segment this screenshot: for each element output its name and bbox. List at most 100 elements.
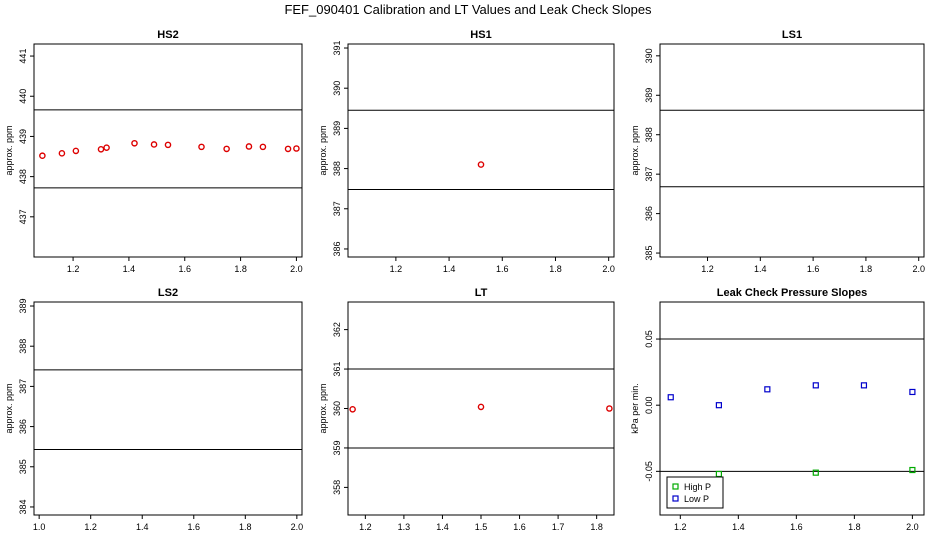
y-tick-label: 389 <box>18 299 28 314</box>
chart-title: Leak Check Pressure Slopes <box>717 287 867 299</box>
x-tick-label: 1.2 <box>84 522 97 532</box>
legend-box <box>666 476 724 509</box>
x-tick-label: 2.0 <box>906 522 919 532</box>
plot-frame <box>659 301 925 516</box>
y-tick-label: 387 <box>644 167 654 182</box>
x-tick-label: 1.6 <box>513 522 526 532</box>
x-tick-label: 1.7 <box>552 522 565 532</box>
x-tick-label: 1.2 <box>674 522 687 532</box>
chart-panel-2: HS1 approx. ppm 1.2 1.4 1.6 1.8 2.0 386 387 388 38… <box>318 29 615 274</box>
chart-title: LS1 <box>782 29 802 41</box>
legend-marker <box>672 495 679 502</box>
chart-panel-1: HS2 approx. ppm 1.2 1.4 1.6 1.8 2.0 437 438 439 44… <box>4 29 303 274</box>
y-tick-label: 389 <box>644 88 654 103</box>
y-axis-label: approx. ppm <box>318 125 328 175</box>
legend: High P Low P <box>666 476 724 509</box>
plot-frame <box>347 43 615 258</box>
x-tick-label: 2.0 <box>602 264 615 274</box>
x-tick-label: 1.8 <box>848 522 861 532</box>
data-point <box>198 143 205 151</box>
data-point <box>477 161 485 168</box>
y-tick-label: 388 <box>18 339 28 354</box>
y-axis-label: approx. ppm <box>4 383 14 433</box>
x-tick-label: 1.6 <box>178 264 191 274</box>
x-tick-label: 1.4 <box>754 264 767 274</box>
x-tick-label: 1.2 <box>67 264 80 274</box>
y-tick-label: 385 <box>644 246 654 261</box>
data-point <box>39 152 46 160</box>
y-tick-label: 438 <box>18 169 28 184</box>
y-tick-label: 439 <box>18 129 28 144</box>
page-title: FEF_090401 Calibration and LT Values and… <box>284 2 652 17</box>
y-tick-label: 387 <box>18 379 28 394</box>
data-point <box>667 394 674 401</box>
y-axis-label: approx. ppm <box>318 383 328 433</box>
y-tick-label: 358 <box>332 480 342 495</box>
data-point <box>103 144 110 151</box>
y-tick-label: 390 <box>332 81 342 96</box>
y-tick-label: 440 <box>18 89 28 104</box>
y-tick-label: 441 <box>18 49 28 64</box>
x-tick-label: 1.2 <box>701 264 714 274</box>
chart-panel-4: LS2 approx. ppm 1.0 1.2 1.4 1.6 1.8 2.0 384 385 38… <box>4 287 303 532</box>
data-point <box>812 382 819 389</box>
data-point <box>150 141 158 148</box>
x-tick-label: 1.4 <box>436 522 449 532</box>
y-tick-label: 0.00 <box>644 396 654 414</box>
data-point <box>164 141 172 149</box>
y-tick-label: 361 <box>332 362 342 377</box>
data-point <box>909 388 916 396</box>
data-point <box>860 382 868 389</box>
data-point <box>764 386 771 393</box>
y-tick-label: 359 <box>332 440 342 455</box>
x-tick-label: 1.0 <box>33 522 46 532</box>
data-point <box>284 145 292 153</box>
y-tick-label: 0.05 <box>644 330 654 348</box>
x-tick-label: 1.8 <box>549 264 562 274</box>
y-tick-label: -0.05 <box>644 461 654 482</box>
chart-title: LT <box>475 287 488 299</box>
x-tick-label: 1.4 <box>443 264 456 274</box>
x-tick-label: 1.8 <box>234 264 247 274</box>
y-tick-label: 388 <box>644 127 654 142</box>
x-tick-label: 1.4 <box>136 522 149 532</box>
y-tick-label: 390 <box>644 48 654 63</box>
chart-title: HS2 <box>157 29 178 41</box>
data-point <box>349 405 356 413</box>
data-point <box>293 145 300 152</box>
plot-frame <box>347 301 615 516</box>
data-point <box>72 147 80 155</box>
x-tick-label: 2.0 <box>912 264 925 274</box>
y-axis-label: kPa per min. <box>630 383 640 434</box>
data-point <box>715 402 722 409</box>
y-tick-label: 386 <box>644 206 654 221</box>
y-tick-label: 387 <box>332 201 342 216</box>
x-tick-label: 1.8 <box>860 264 873 274</box>
plot-frame <box>33 301 303 516</box>
chart-panel-5: LT approx. ppm 1.2 1.3 1.4 1.5 1.6 1.7 1.8 358 359… <box>318 287 615 532</box>
plot-frame <box>659 43 925 258</box>
chart-title: HS1 <box>470 29 491 41</box>
x-tick-label: 1.6 <box>790 522 803 532</box>
data-point <box>58 150 66 157</box>
y-tick-label: 362 <box>332 322 342 337</box>
chart-panel-3: LS1 approx. ppm 1.2 1.4 1.6 1.8 2.0 385 386 387 38… <box>630 29 925 274</box>
x-tick-label: 2.0 <box>291 522 304 532</box>
y-tick-label: 437 <box>18 209 28 224</box>
x-tick-label: 1.3 <box>398 522 411 532</box>
plot-frame <box>33 43 303 258</box>
data-point <box>131 139 138 147</box>
x-tick-label: 1.6 <box>188 522 201 532</box>
y-tick-label: 360 <box>332 401 342 416</box>
x-tick-label: 1.2 <box>359 522 372 532</box>
data-point <box>715 470 722 478</box>
y-tick-label: 386 <box>332 241 342 256</box>
data-point <box>223 145 230 153</box>
data-point <box>477 403 485 411</box>
x-tick-label: 1.4 <box>123 264 136 274</box>
y-tick-label: 384 <box>18 499 28 514</box>
y-tick-label: 389 <box>332 121 342 136</box>
y-tick-label: 391 <box>332 41 342 56</box>
legend-marker <box>672 483 679 490</box>
x-tick-label: 1.8 <box>239 522 252 532</box>
